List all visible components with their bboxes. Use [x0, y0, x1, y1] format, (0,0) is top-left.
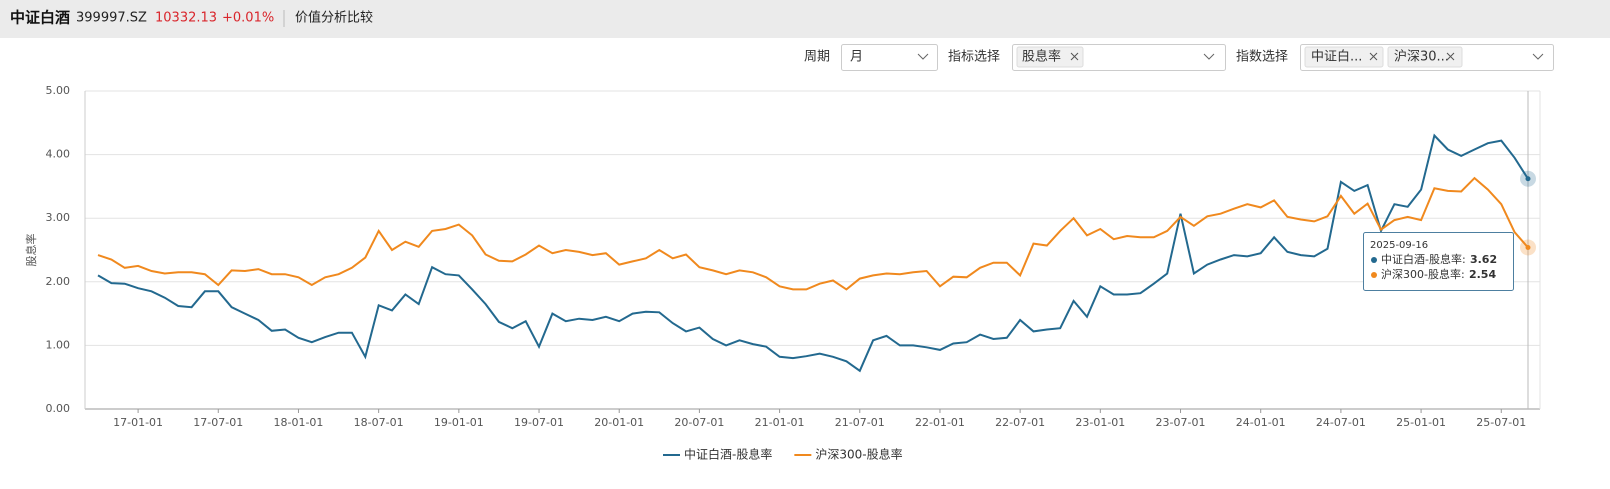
x-tick-label: 17-07-01	[193, 416, 243, 429]
index-change: +0.01%	[222, 11, 274, 26]
x-tick-label: 25-01-01	[1396, 416, 1446, 429]
chevron	[917, 53, 929, 60]
series-line	[97, 176, 1529, 291]
index-price: 10332.13	[155, 11, 217, 26]
tab-title[interactable]: 价值分析比较	[295, 10, 373, 26]
tooltip	[1363, 232, 1514, 291]
tooltip-series: 沪深300-股息率	[1381, 267, 1461, 281]
indicator-label: 指标选择	[948, 50, 1000, 65]
index-tag: 中证白...	[1311, 49, 1362, 65]
y-tick-label: 2.00	[46, 275, 71, 288]
x-tick-label: 19-07-01	[514, 416, 564, 429]
x-tick-label: 23-07-01	[1156, 416, 1206, 429]
tooltip-value: 2.54	[1469, 268, 1496, 281]
period-value: 月	[850, 50, 863, 65]
period-select[interactable]	[841, 44, 938, 71]
x-tick-label: 17-01-01	[113, 416, 163, 429]
x-tick-label: 18-07-01	[354, 416, 404, 429]
x-tick-label: 22-01-01	[915, 416, 965, 429]
legend-label: 沪深300-股息率	[815, 447, 902, 462]
y-tick-label: 0.00	[46, 402, 71, 415]
x-tick-label: 22-07-01	[995, 416, 1045, 429]
index-name: 中证白酒	[10, 9, 70, 27]
tag-close[interactable]	[1369, 52, 1378, 61]
hover-point	[1525, 176, 1531, 182]
indicator-tag: 股息率	[1022, 49, 1061, 65]
hover-point	[1525, 244, 1531, 250]
tag	[1016, 46, 1084, 68]
y-tick-label: 1.00	[46, 338, 71, 351]
tag	[1387, 46, 1463, 68]
index-label: 指数选择	[1236, 50, 1288, 65]
tag-close[interactable]	[1070, 52, 1079, 61]
chevron	[1203, 53, 1215, 60]
tooltip-series: 中证白酒-股息率	[1381, 252, 1462, 266]
tooltip-date: 2025-09-16	[1370, 240, 1428, 251]
chevron	[1532, 53, 1544, 60]
x-tick-label: 21-01-01	[755, 416, 805, 429]
tooltip-value: 3.62	[1470, 253, 1497, 266]
header-bar	[0, 0, 1610, 38]
series-line	[97, 133, 1529, 373]
y-tick-label: 5.00	[46, 84, 71, 97]
tooltip-colon: :	[1462, 253, 1466, 266]
x-tick-label: 25-07-01	[1476, 416, 1526, 429]
y-axis-label: 股息率	[24, 234, 38, 267]
period-label: 周期	[804, 50, 830, 65]
x-tick-label: 23-01-01	[1075, 416, 1125, 429]
tag	[1304, 46, 1384, 68]
x-tick-label: 20-01-01	[594, 416, 644, 429]
index-tag: 沪深30...	[1394, 49, 1449, 65]
y-tick-label: 4.00	[46, 148, 71, 161]
index-code: 399997.SZ	[76, 11, 147, 26]
x-tick-label: 21-07-01	[835, 416, 885, 429]
x-tick-label: 20-07-01	[674, 416, 724, 429]
tooltip-colon: :	[1461, 268, 1465, 281]
x-tick-label: 24-07-01	[1316, 416, 1366, 429]
legend-label: 中证白酒-股息率	[684, 447, 772, 462]
tag-close[interactable]	[1446, 52, 1455, 61]
tooltip-marker	[1371, 257, 1377, 263]
x-tick-label: 19-01-01	[434, 416, 484, 429]
tooltip-marker	[1371, 272, 1377, 278]
y-tick-label: 3.00	[46, 211, 71, 224]
x-tick-label: 18-01-01	[273, 416, 323, 429]
x-tick-label: 24-01-01	[1236, 416, 1286, 429]
